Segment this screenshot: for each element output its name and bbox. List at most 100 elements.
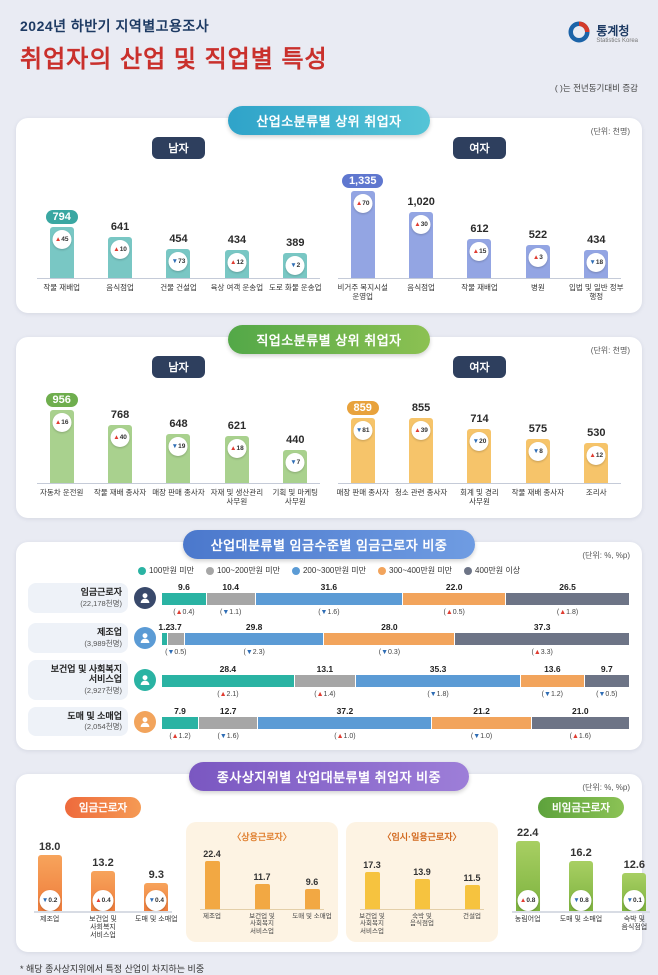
change-badge: ▼ 0.8	[570, 889, 592, 911]
change-badge: ▲ 15	[469, 242, 489, 261]
bar-item: 389 ▼ 2 도로 화물 운송업	[268, 236, 323, 303]
bar-item: 16.2 ▼ 0.8 도매 및 소매업	[559, 847, 603, 942]
change-badge: ▲ 10	[110, 240, 130, 259]
change-badge: ▼ 2	[285, 256, 305, 275]
stacked-bar: 28.4 (▲2.1) 13.1 (▲1.4) 35.3 (▼1.8) 13.6 (▼1.2)…	[162, 664, 630, 698]
axis-line	[36, 277, 321, 279]
change-badge: ▼ 0.2	[39, 889, 61, 911]
segment-change: (▼2.3)	[243, 649, 265, 656]
bar-segment: 37.2 (▲1.0)	[258, 706, 433, 740]
logo-name: 통계청	[596, 23, 630, 38]
change-badge: ▼ 81	[353, 421, 373, 440]
male-label: 남자	[152, 137, 205, 159]
bar-item: 859 ▼ 81 매장 판매 종사자	[335, 401, 390, 508]
segment-value: 28.0	[381, 622, 398, 632]
bar-segment: 9.6 (▲0.4)	[162, 582, 207, 616]
segment-value: 21.2	[473, 705, 490, 716]
bar-item: 522 ▲ 3 병원	[510, 228, 565, 303]
bar-item: 1,335 ▲ 70 비거주 복지시설 운영업	[335, 174, 390, 303]
bar: ▲ 40	[108, 425, 133, 484]
bar-label: 건설업	[463, 912, 481, 920]
bar-label: 제조업	[203, 912, 221, 920]
segment-value: 29.8	[245, 622, 263, 632]
yoy-note: ( )는 전년동기대비 증감	[554, 83, 638, 93]
bar: ▼ 7	[283, 450, 308, 484]
bar-chart-industry-male: 794 ▲ 45 작물 재배업 641 ▲ 10 음식점업 454 ▼ 73 건물 건설업 434 ▲ 12…	[34, 165, 323, 303]
bar-value: 13.9	[413, 866, 431, 877]
bar-label: 매장 판매 종사자	[336, 488, 389, 497]
bar-value: 18.0	[38, 840, 61, 853]
male-label: 남자	[152, 356, 205, 378]
segment-change: (▲1.8)	[556, 609, 579, 616]
change-badge: ▲ 30	[411, 215, 431, 234]
segment-value: 13.1	[316, 663, 334, 674]
legend-swatch	[464, 566, 473, 575]
segment-value: 28.4	[219, 663, 237, 674]
bar-label: 비거주 복지시설 운영업	[337, 283, 388, 301]
bar-value: 434	[587, 234, 606, 246]
legend-swatch	[378, 566, 387, 575]
bar-label: 숙박 및 음식점업	[410, 912, 434, 928]
bar: ▲ 70	[350, 191, 375, 279]
bar	[464, 884, 480, 910]
bar-chart-nonwage-worker: 22.4 ▲ 0.8 농림어업 16.2 ▼ 0.8 도매 및 소매업 12.6 ▼ 0.1 숙박 및…	[506, 826, 656, 942]
bar-segment: 7.9 (▲1.2)	[162, 706, 199, 740]
bar-label: 음식점업	[407, 283, 435, 292]
legend-item: 200~300만원 미만	[291, 565, 366, 576]
bar: ▲ 39	[409, 418, 434, 484]
bar-value: 11.5	[463, 872, 481, 883]
bar-value: 530	[587, 427, 606, 439]
bar: ▲ 12	[224, 250, 249, 279]
segment-change: (▲1.0)	[334, 732, 356, 740]
bar-segment: 37.3 (▲3.3)	[455, 622, 630, 656]
change-badge: ▼ 18	[586, 253, 606, 272]
bar-segment: 9.7 (▼0.5)	[584, 664, 630, 698]
segment-change: (▼1.0)	[470, 732, 493, 740]
bar-label: 자동차 운전원	[39, 488, 84, 497]
bar-item: 22.4 제조업	[191, 849, 233, 937]
change-badge: ▼ 0.4	[145, 889, 167, 911]
row-title: 보건업 및 사회복지 서비스업	[50, 664, 122, 685]
bar-label: 기획 및 마케팅 사무원	[272, 488, 319, 506]
unit-label-worker-status: (단위: %, %p)	[582, 782, 630, 792]
temporary-worker-title: 〈임시·일용근로자〉	[382, 831, 462, 842]
bar-value: 794	[45, 210, 78, 224]
bar-value: 13.2	[92, 856, 114, 869]
worker-status-charts: 임금근로자 18.0 ▼ 0.2 제조업 13.2 ▲ 0.4 보건업 및 사회복지 서비스업…	[28, 796, 650, 942]
wage-worker-label: 임금근로자	[64, 796, 142, 818]
bar-value: 11.7	[253, 871, 271, 882]
bar: ▼ 0.4	[144, 882, 169, 913]
bar-item: 612 ▲ 15 작물 재배업	[452, 222, 507, 303]
row-title: 임금근로자	[80, 587, 122, 598]
bar-segment: 12.7 (▼1.6)	[198, 706, 259, 740]
bar-label: 병원	[530, 283, 545, 292]
bar: ▼ 18	[584, 250, 609, 279]
bar-segment: 13.1 (▲1.4)	[294, 664, 357, 698]
change-badge: ▼ 7	[285, 453, 305, 472]
page-title: 취업자의 산업 및 직업별 특성	[20, 46, 328, 73]
report-subtitle: 2024년 하반기 지역별고용조사	[20, 18, 210, 34]
section-title-occupation: 직업소분류별 상위 취업자	[228, 325, 430, 354]
axis-line	[34, 911, 172, 913]
segment-change: (▲1.2)	[169, 732, 191, 740]
segment-value: 22.0	[445, 582, 463, 592]
bar-segment: 28.4 (▲2.1)	[162, 664, 295, 698]
bar-item: 641 ▲ 10 음식점업	[92, 220, 147, 303]
occupation-male-group: 남자 956 ▲ 16 자동차 운전원 768 ▲ 40 작물 재배 종사자 648 ▼ 19 매장 …	[34, 356, 323, 508]
segment-value: 26.5	[559, 582, 576, 592]
segment-change: (▼1.6)	[217, 732, 239, 740]
logo-subname: Statistics Korea	[596, 38, 638, 45]
bar-segment: 35.3 (▼1.8)	[356, 664, 522, 698]
bar-item: 714 ▼ 20 회계 및 경리 사무원	[452, 412, 507, 508]
title-block: 2024년 하반기 지역별고용조사 취업자의 산업 및 직업별 특성	[20, 16, 328, 74]
bar: ▲ 12	[584, 443, 609, 484]
change-badge: ▼ 8	[528, 442, 548, 461]
bar-item: 12.6 ▼ 0.1 숙박 및 음식점업	[613, 859, 656, 942]
section-industry-top-employed: 산업소분류별 상위 취업자 (단위: 천명) 남자 794 ▲ 45 작물 재배업 64…	[16, 106, 642, 313]
axis-line	[359, 908, 485, 910]
bar-chart-industry-female: 1,335 ▲ 70 비거주 복지시설 운영업 1,020 ▲ 30 음식점업 612 ▲ 15 작물…	[335, 165, 624, 303]
change-badge: ▲ 39	[411, 421, 431, 440]
stacked-row: 보건업 및 사회복지 서비스업 (2,927천명) 28.4 (▲2.1) 13.1 (▲…	[28, 660, 630, 700]
bar-item: 648 ▼ 19 매장 판매 종사자	[151, 417, 206, 508]
logo-text: 통계청 Statistics Korea	[596, 23, 638, 45]
